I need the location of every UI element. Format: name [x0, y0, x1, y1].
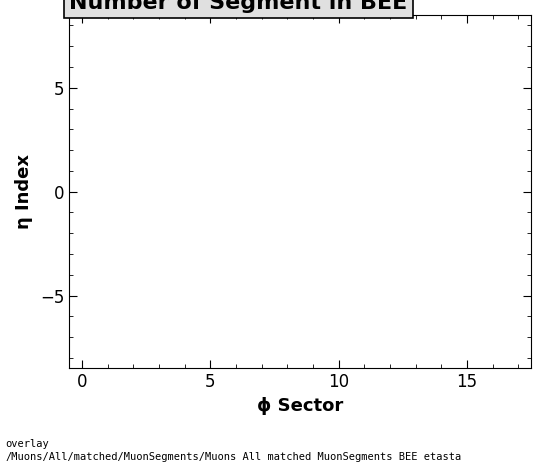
- Text: Number of Segment in BEE: Number of Segment in BEE: [69, 0, 407, 12]
- Text: overlay
/Muons/All/matched/MuonSegments/Muons_All_matched_MuonSegments_BEE_etast: overlay /Muons/All/matched/MuonSegments/…: [5, 439, 462, 462]
- X-axis label: ϕ Sector: ϕ Sector: [257, 397, 343, 415]
- Y-axis label: η Index: η Index: [15, 154, 33, 229]
